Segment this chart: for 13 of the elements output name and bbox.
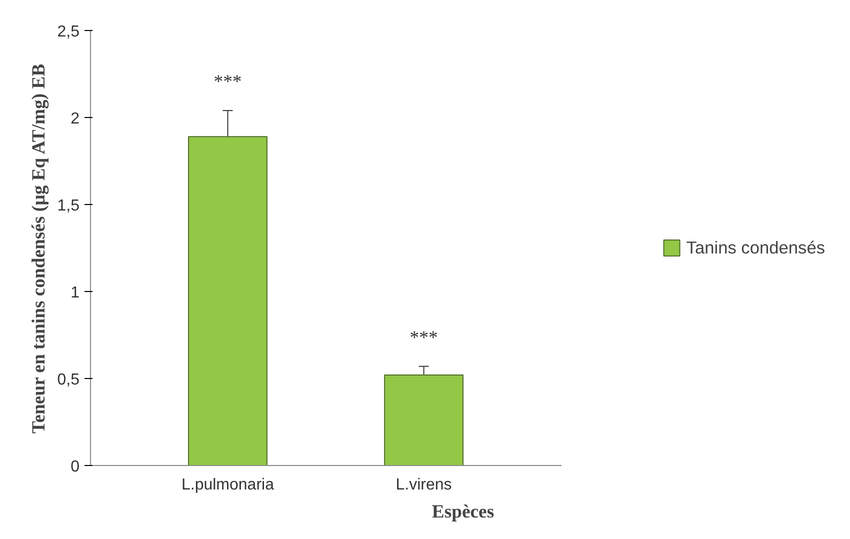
y-tick-label: 0 xyxy=(70,458,80,476)
y-tick-label: 0,5 xyxy=(57,372,80,388)
x-tick-label: L.pulmonaria xyxy=(181,476,274,494)
x-tick-label: L.virens xyxy=(396,476,452,494)
y-axis-title: Teneur en tanins condensés (µg Eq AT/mg) EB xyxy=(28,64,50,434)
y-tick-label: 1,5 xyxy=(57,198,80,214)
annotation: *** xyxy=(214,72,242,93)
x-axis-title: Espèces xyxy=(432,502,494,522)
legend-label: Tanins condensés xyxy=(686,237,825,258)
y-tick-label: 1 xyxy=(70,284,80,302)
y-tick-label: 2,5 xyxy=(57,24,80,40)
annotation: *** xyxy=(410,327,438,348)
y-tick-label: 2 xyxy=(70,110,80,128)
